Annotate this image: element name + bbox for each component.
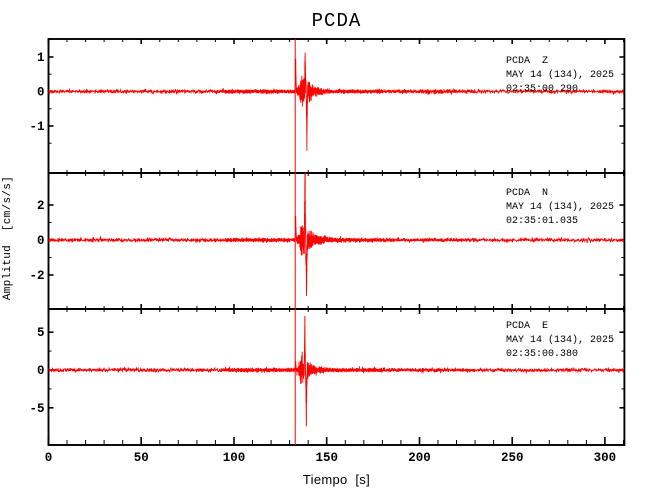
svg-text:150: 150 bbox=[315, 451, 338, 465]
svg-text:0: 0 bbox=[45, 451, 53, 465]
svg-text:100: 100 bbox=[223, 451, 246, 465]
svg-text:2: 2 bbox=[37, 199, 45, 213]
svg-text:0: 0 bbox=[37, 234, 45, 248]
svg-text:50: 50 bbox=[134, 451, 149, 465]
svg-text:0: 0 bbox=[37, 86, 45, 100]
svg-text:5: 5 bbox=[37, 326, 45, 340]
svg-text:300: 300 bbox=[594, 451, 617, 465]
svg-text:1: 1 bbox=[37, 51, 45, 65]
svg-text:200: 200 bbox=[408, 451, 431, 465]
svg-text:-5: -5 bbox=[29, 402, 44, 416]
svg-text:-1: -1 bbox=[29, 120, 44, 134]
svg-text:-2: -2 bbox=[29, 269, 44, 283]
svg-text:250: 250 bbox=[501, 451, 524, 465]
svg-text:0: 0 bbox=[37, 364, 45, 378]
